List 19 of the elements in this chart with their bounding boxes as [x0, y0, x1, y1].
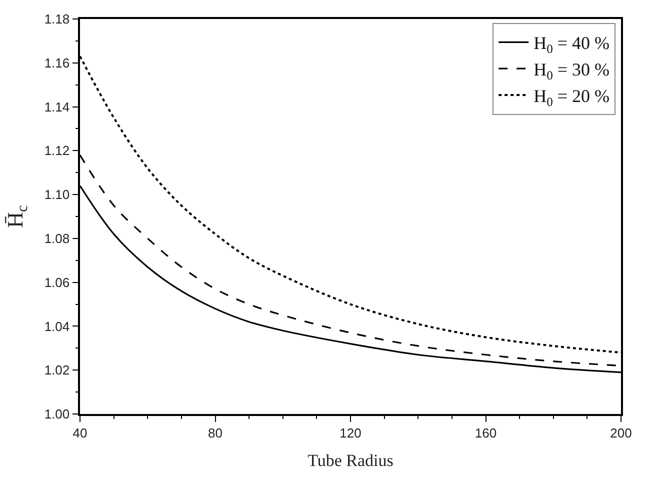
y-tick-label: 1.18	[44, 12, 70, 27]
legend-label: H$_{0}$ = 40 %	[534, 33, 610, 56]
x-tick-label: 200	[610, 425, 632, 440]
y-tick-label: 1.00	[44, 406, 70, 422]
x-axis-title: Tube Radius	[308, 451, 394, 470]
x-tick-label: 160	[474, 425, 497, 440]
x-tick-label: 40	[72, 425, 88, 440]
y-tick-label: 1.14	[44, 99, 70, 114]
x-tick-label: 120	[340, 425, 362, 440]
y-tick-label: 1.10	[44, 187, 70, 202]
legend-label: H$_{0}$ = 30 %	[534, 60, 610, 82]
y-tick-label: 1.02	[44, 362, 70, 378]
y-tick-label: 1.12	[44, 143, 70, 158]
x-tick-label: 80	[208, 425, 222, 440]
y-tick-label: 1.06	[44, 274, 70, 290]
legend-label: H$_{0}$ = 20 %	[534, 86, 610, 109]
y-tick-label: 1.16	[44, 55, 70, 70]
y-tick-label: 1.08	[44, 230, 70, 246]
y-tick-label: 1.04	[44, 318, 70, 334]
